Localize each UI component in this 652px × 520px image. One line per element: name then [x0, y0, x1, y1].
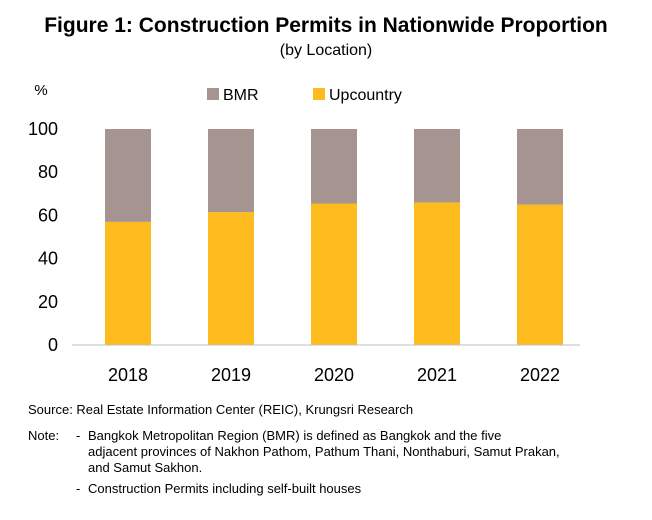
- bar-bmr-2021: [414, 129, 460, 203]
- legend-swatch-bmr: [207, 88, 219, 100]
- x-tick-label: 2021: [417, 365, 457, 385]
- x-tick-label: 2018: [108, 365, 148, 385]
- x-tick-label: 2022: [520, 365, 560, 385]
- note-line-1: Bangkok Metropolitan Region (BMR) is def…: [88, 428, 502, 443]
- note-line-2: adjacent provinces of Nakhon Pathom, Pat…: [88, 444, 560, 459]
- legend-label-upcountry: Upcountry: [329, 87, 402, 104]
- bar-upcountry-2022: [517, 204, 563, 345]
- y-tick-label: 100: [28, 119, 58, 139]
- source-note: Source: Real Estate Information Center (…: [28, 402, 414, 417]
- y-tick-label: 40: [38, 249, 58, 269]
- bar-upcountry-2020: [311, 203, 357, 345]
- bars-group: [105, 129, 563, 345]
- chart-title: Figure 1: Construction Permits in Nation…: [44, 14, 608, 37]
- y-axis-unit-label: %: [34, 82, 47, 99]
- legend-label-bmr: BMR: [223, 87, 259, 104]
- x-tick-label: 2019: [211, 365, 251, 385]
- bar-bmr-2018: [105, 129, 151, 222]
- x-tick-label: 2020: [314, 365, 354, 385]
- note-line-3: and Samut Sakhon.: [88, 460, 203, 475]
- note-bullet-2: -: [76, 481, 81, 496]
- legend: BMR Upcountry: [207, 87, 402, 104]
- bar-bmr-2022: [517, 129, 563, 205]
- note-bullet-1: -: [76, 428, 81, 443]
- bar-upcountry-2018: [105, 221, 151, 345]
- note-line-4: Construction Permits including self-buil…: [88, 481, 362, 496]
- y-tick-label: 0: [48, 335, 58, 355]
- bar-upcountry-2021: [414, 202, 460, 345]
- note-label: Note:: [28, 428, 60, 443]
- bar-bmr-2020: [311, 129, 357, 204]
- y-tick-label: 80: [38, 162, 58, 182]
- y-tick-label: 20: [38, 292, 58, 312]
- legend-swatch-upcountry: [313, 88, 325, 100]
- bar-upcountry-2019: [208, 212, 254, 345]
- chart-subtitle: (by Location): [279, 42, 373, 59]
- y-axis-ticks: 0 20 40 60 80 100: [28, 119, 58, 355]
- stacked-bar-chart: % BMR Upcountry 0 20 40 60 80 100 2018 2019 202…: [28, 82, 580, 385]
- x-axis-ticks: 2018 2019 2020 2021 2022: [108, 365, 560, 385]
- bar-bmr-2019: [208, 129, 254, 213]
- y-tick-label: 60: [38, 205, 58, 225]
